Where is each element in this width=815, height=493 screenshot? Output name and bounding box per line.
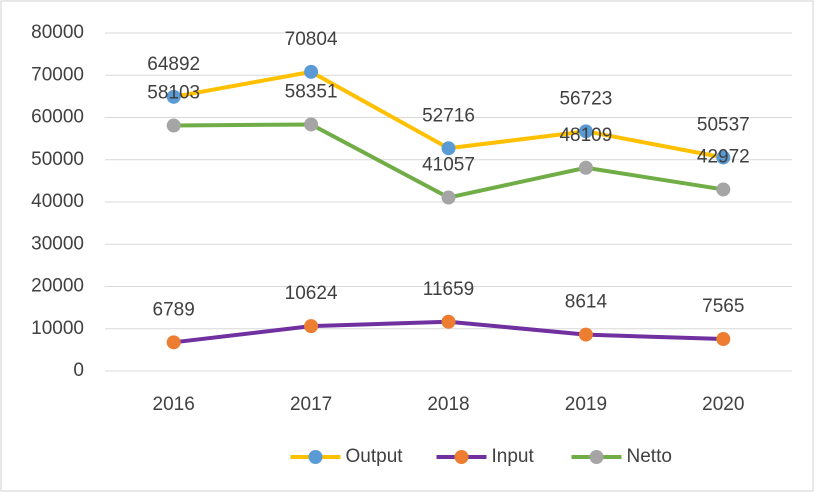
point-marker (441, 314, 456, 329)
x-tick-label: 2020 (702, 394, 744, 415)
point-marker (304, 64, 319, 79)
x-tick-label: 2019 (565, 394, 607, 415)
point-marker (716, 332, 731, 347)
data-label: 48109 (559, 125, 612, 146)
x-tick-label: 2017 (290, 394, 332, 415)
y-tick-label: 70000 (31, 64, 84, 85)
y-tick-label: 0 (73, 360, 84, 381)
point-marker (304, 117, 319, 132)
legend-label: Output (346, 446, 404, 467)
y-tick-label: 10000 (31, 318, 84, 339)
data-label: 42972 (697, 146, 750, 167)
point-marker (716, 150, 731, 165)
y-tick-label: 20000 (31, 276, 84, 297)
data-label: 50537 (697, 114, 750, 135)
legend-marker (454, 450, 469, 464)
data-label: 7565 (702, 296, 744, 317)
data-label: 41057 (422, 155, 475, 176)
point-marker (578, 327, 593, 342)
x-tick-label: 2016 (153, 394, 195, 415)
point-marker (441, 190, 456, 205)
legend-marker (308, 450, 323, 464)
data-label: 8614 (565, 292, 608, 313)
point-marker (716, 182, 731, 197)
data-label: 6789 (153, 299, 195, 320)
point-marker (166, 118, 181, 133)
data-label: 10624 (285, 283, 338, 304)
point-marker (304, 319, 319, 334)
data-label: 56723 (559, 88, 612, 109)
x-tick-label: 2018 (427, 394, 469, 415)
legend-marker (589, 450, 604, 464)
point-marker (166, 89, 181, 104)
y-tick-label: 50000 (31, 149, 84, 170)
data-label: 52716 (422, 105, 475, 126)
point-marker (441, 141, 456, 156)
point-marker (166, 335, 181, 350)
y-tick-label: 30000 (31, 233, 84, 254)
data-label: 70804 (285, 29, 338, 50)
data-label: 11659 (423, 279, 474, 300)
y-tick-label: 40000 (31, 191, 84, 212)
point-marker (578, 124, 593, 139)
y-tick-label: 60000 (31, 107, 84, 128)
point-marker (578, 160, 593, 175)
legend-label: Netto (627, 446, 672, 467)
data-label: 64892 (147, 54, 200, 75)
data-label: 58351 (285, 81, 338, 102)
y-tick-label: 80000 (31, 22, 84, 43)
data-label: 58103 (147, 83, 200, 104)
legend-label: Input (492, 446, 535, 467)
